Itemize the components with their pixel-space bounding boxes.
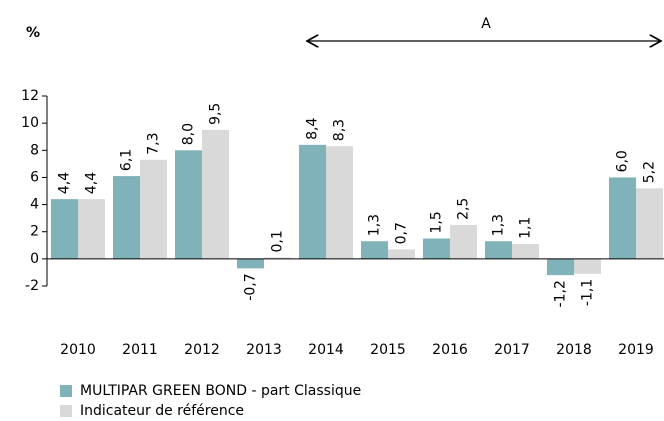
bar: [485, 241, 512, 259]
value-label: 8,3: [332, 119, 348, 141]
value-label: 2,5: [456, 198, 472, 220]
y-axis-label: %: [26, 25, 40, 41]
bar: [547, 258, 574, 276]
value-label: 6,1: [119, 149, 135, 171]
y-tick-label: 4: [30, 197, 39, 213]
value-label: 1,3: [367, 214, 383, 236]
y-tick-label: 0: [30, 251, 39, 267]
bar: [636, 188, 663, 259]
y-tick-label: -2: [25, 278, 39, 294]
bar: [388, 249, 415, 259]
bar: [512, 243, 539, 259]
value-label: 7,3: [146, 133, 162, 155]
y-tick-label: 12: [21, 88, 39, 104]
bar: [574, 258, 601, 274]
x-tick-label: 2010: [60, 342, 96, 358]
y-tick-label: 2: [30, 224, 39, 240]
y-tick-label: 8: [30, 142, 39, 158]
x-tick-label: 2014: [308, 342, 344, 358]
value-label: 1,3: [491, 214, 507, 236]
x-tick-label: 2012: [184, 342, 220, 358]
value-label: 9,5: [208, 103, 224, 125]
legend-label: Indicateur de référence: [80, 403, 244, 419]
value-label: -1,1: [580, 279, 596, 306]
value-label: 0,1: [270, 230, 286, 252]
value-label: 8,0: [181, 123, 197, 145]
bar: [423, 238, 450, 259]
y-tick-label: 10: [21, 115, 39, 131]
bar: [237, 258, 264, 269]
bar: [51, 199, 78, 259]
value-label: 5,2: [642, 161, 658, 183]
bar: [326, 146, 353, 259]
value-label: -0,7: [243, 273, 259, 300]
x-tick-label: 2013: [246, 342, 282, 358]
value-label: 4,4: [84, 172, 100, 194]
value-label: 0,7: [394, 222, 410, 244]
bar: [450, 224, 477, 259]
legend-swatch: [60, 385, 72, 397]
legend-label: MULTIPAR GREEN BOND - part Classique: [80, 383, 361, 399]
x-tick-label: 2016: [432, 342, 468, 358]
x-tick-label: 2018: [556, 342, 592, 358]
x-tick-label: 2015: [370, 342, 406, 358]
bar: [78, 199, 105, 259]
bar: [264, 257, 291, 259]
bar: [609, 177, 636, 259]
bar: [202, 129, 229, 259]
x-tick-label: 2011: [122, 342, 158, 358]
annotation: A: [481, 16, 491, 32]
x-tick-label: 2019: [618, 342, 654, 358]
bar: [361, 241, 388, 259]
value-label: 1,5: [429, 211, 445, 233]
x-tick-label: 2017: [494, 342, 530, 358]
value-label: 1,1: [518, 217, 534, 239]
y-tick-label: 6: [30, 169, 39, 185]
value-label: 4,4: [57, 172, 73, 194]
value-label: -1,2: [553, 280, 569, 307]
bar: [299, 144, 326, 259]
legend-swatch: [60, 405, 72, 417]
bar: [140, 159, 167, 259]
value-label: 6,0: [615, 150, 631, 172]
bar: [113, 176, 140, 259]
value-label: 8,4: [305, 117, 321, 139]
bar: [175, 150, 202, 259]
